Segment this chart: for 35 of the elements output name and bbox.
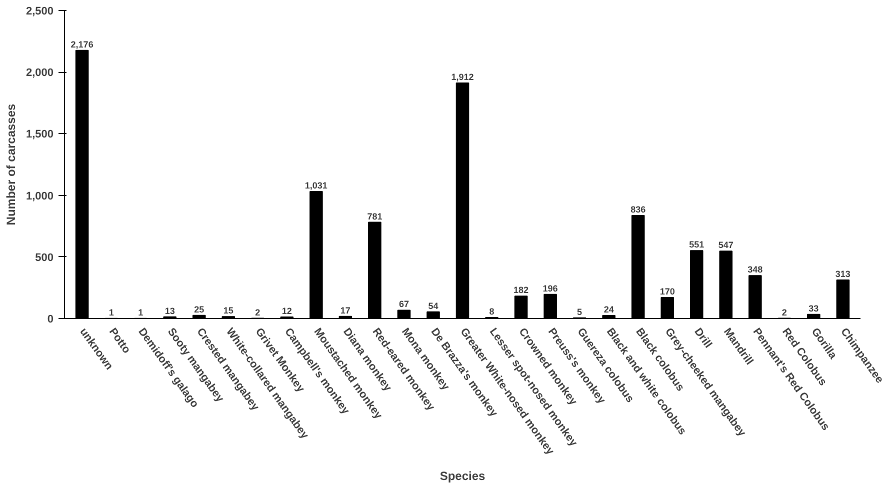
data-label: 5 xyxy=(577,306,582,317)
data-label: 547 xyxy=(718,240,734,250)
data-label: 196 xyxy=(542,283,558,294)
data-label: 1 xyxy=(138,307,144,318)
x-axis-title: Species xyxy=(440,468,486,483)
data-label: 836 xyxy=(630,204,646,215)
y-tick-label: 2,000 xyxy=(26,67,54,80)
data-label: 2 xyxy=(782,307,787,318)
y-tick-label: 1,500 xyxy=(26,128,54,141)
y-tick-label: 1,000 xyxy=(26,190,54,202)
data-label: 24 xyxy=(604,304,614,315)
data-label: 2,176 xyxy=(70,39,94,50)
data-label: 1 xyxy=(108,307,114,318)
y-tick-label: 0 xyxy=(47,314,54,326)
data-label: 13 xyxy=(164,306,175,316)
data-label: 8 xyxy=(489,306,494,317)
y-tick-label: 500 xyxy=(35,252,54,264)
data-label: 54 xyxy=(428,300,438,311)
data-label: 17 xyxy=(340,305,350,316)
data-label: 12 xyxy=(282,306,292,316)
data-label: 348 xyxy=(748,264,763,275)
data-label: 15 xyxy=(223,306,234,316)
data-label: 67 xyxy=(398,299,409,310)
data-label: 781 xyxy=(367,211,382,222)
data-label: 182 xyxy=(514,285,529,296)
data-label: 1,031 xyxy=(304,180,328,190)
y-tick-label: 2,500 xyxy=(26,6,54,18)
y-axis-title: Number of carcasses xyxy=(4,103,18,226)
data-label: 25 xyxy=(194,304,204,314)
data-label: 313 xyxy=(835,268,850,279)
data-label: 33 xyxy=(808,303,819,314)
data-label: 1,912 xyxy=(451,72,474,82)
data-label: 2 xyxy=(255,307,260,318)
data-label: 170 xyxy=(660,286,675,297)
data-label: 551 xyxy=(689,240,704,250)
